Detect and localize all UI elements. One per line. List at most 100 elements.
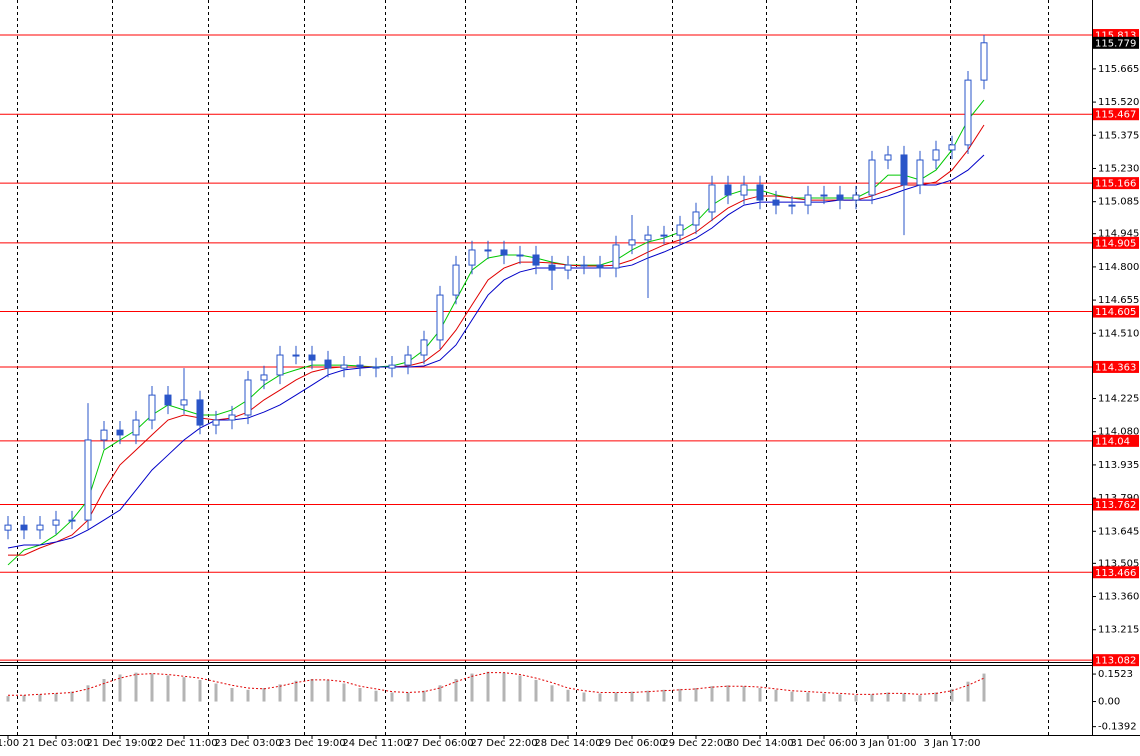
level-label-box (1093, 305, 1139, 318)
candle-body (516, 254, 524, 257)
candle-body (116, 429, 124, 436)
candle-body (244, 379, 252, 416)
y-tick-label: 114.800 (1098, 262, 1139, 273)
indicator-bar (646, 690, 650, 702)
indicator-bar (470, 673, 474, 702)
indicator-bar (742, 686, 746, 702)
moving-average (7, 154, 985, 549)
candle-body (132, 419, 140, 436)
x-tick-label: 31 Dec 06:00 (790, 738, 857, 749)
indicator-bar (950, 688, 954, 702)
indicator-bar (870, 694, 874, 702)
indicator-bar (838, 694, 842, 702)
level-label: 114.04 (1095, 436, 1130, 447)
candle-body (756, 184, 764, 201)
indicator-bar (518, 675, 522, 702)
indicator-bar (374, 690, 378, 702)
candle-body (20, 524, 28, 531)
level-label-box (1093, 236, 1139, 249)
candle-body (884, 154, 892, 161)
candle-body (788, 204, 796, 207)
level-label: 115.467 (1095, 110, 1136, 121)
candle-body (468, 249, 476, 266)
y-tick-label: 113.505 (1098, 558, 1139, 569)
candle-body (196, 399, 204, 426)
indicator-bar (278, 684, 282, 702)
indicator-bar (358, 688, 362, 702)
candle-body (804, 194, 812, 206)
y-tick-label: 115.375 (1098, 130, 1139, 141)
indicator-bar (102, 678, 106, 702)
indicator-bar (566, 689, 570, 702)
moving-average (7, 99, 985, 566)
indicator-bar (614, 692, 618, 702)
indicator-bar (806, 692, 810, 702)
y-tick-label: 115.085 (1098, 197, 1139, 208)
candle-body (852, 194, 860, 201)
period-separators (17, 0, 1049, 735)
candle-body (372, 366, 380, 369)
level-label: 113.082 (1095, 656, 1136, 667)
candle-body (84, 439, 92, 521)
candle-body (596, 264, 604, 269)
indicator-bar (86, 685, 90, 702)
candle-body (676, 224, 684, 236)
indicator-bar (822, 693, 826, 702)
candle-body (148, 394, 156, 421)
level-label: 114.605 (1095, 307, 1136, 318)
candle-body (644, 234, 652, 241)
indicator-bar (342, 683, 346, 702)
y-tick-label: 115.520 (1098, 97, 1139, 108)
level-label-box (1093, 654, 1139, 667)
candle-body (708, 184, 716, 213)
indicator-bar (326, 679, 330, 702)
indicator-bar (982, 673, 986, 702)
x-tick-label: 29 Dec 06:00 (598, 738, 665, 749)
level-label-box (1093, 566, 1139, 579)
indicator-bar (118, 674, 122, 702)
candle-body (980, 42, 988, 81)
indicator-bar (630, 691, 634, 702)
x-tick-label: 21 Dec 03:00 (22, 738, 89, 749)
candle-body (356, 364, 364, 368)
candle-body (292, 354, 300, 357)
y-tick-label: 115.665 (1098, 64, 1139, 75)
candle-body (916, 159, 924, 186)
indicator-bar (502, 672, 506, 702)
current-price-label: 115.779 (1095, 38, 1136, 49)
y2-tick-label: -0.1392 (1098, 722, 1137, 733)
indicator-bar (422, 690, 426, 702)
indicator-bar (214, 683, 218, 702)
indicator-bar (70, 691, 74, 702)
x-tick-label: 30 Dec 14:00 (726, 738, 793, 749)
level-label-box (1093, 108, 1139, 121)
level-label-box (1093, 434, 1139, 447)
indicator-bar (582, 692, 586, 702)
candle-body (4, 524, 12, 531)
indicator-bar (662, 689, 666, 702)
y2-tick-label: 0.00 (1098, 697, 1120, 708)
candle-body (868, 159, 876, 196)
candle-body (900, 154, 908, 186)
indicator-bar (134, 672, 138, 702)
indicator-bar (294, 680, 298, 702)
candle-body (260, 374, 268, 381)
indicator-bar (534, 679, 538, 702)
indicator-bar (438, 685, 442, 702)
candle-body (164, 394, 172, 406)
candle-body (532, 254, 540, 266)
y-tick-label: 113.935 (1098, 460, 1139, 471)
indicator-bar (166, 675, 170, 702)
indicator-bar (38, 694, 42, 702)
level-label: 115.166 (1095, 179, 1136, 190)
level-label: 113.762 (1095, 500, 1136, 511)
level-label-box (1093, 498, 1139, 511)
indicator-bar (934, 692, 938, 702)
indicator-bar (774, 689, 778, 702)
candle-body (452, 264, 460, 296)
x-tick-label: 1:00 (0, 738, 19, 749)
y2-tick-label: 0.1523 (1098, 669, 1133, 680)
candle-body (404, 354, 412, 366)
indicator-bar (390, 692, 394, 702)
frame (0, 0, 1140, 736)
